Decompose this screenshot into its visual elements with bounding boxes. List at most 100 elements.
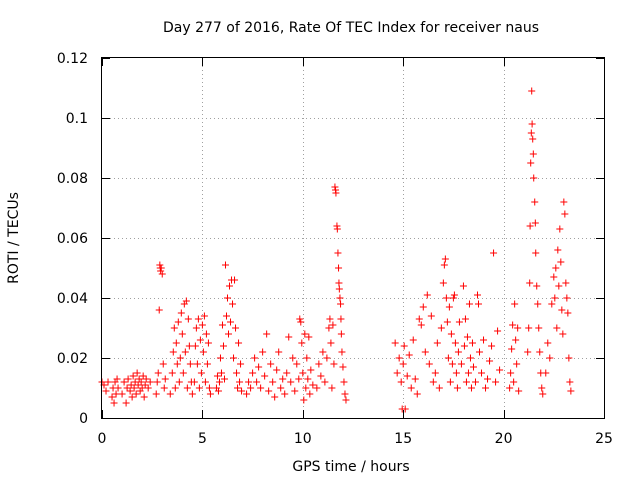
data-point — [476, 348, 484, 356]
data-point — [395, 354, 403, 362]
data-point — [475, 300, 482, 308]
data-point — [161, 375, 169, 383]
data-point — [482, 384, 490, 392]
data-point — [191, 342, 199, 350]
data-point — [440, 261, 448, 269]
data-point — [251, 354, 259, 362]
data-point — [335, 264, 343, 272]
data-point — [400, 342, 408, 350]
data-point — [197, 369, 205, 377]
data-point — [122, 399, 130, 407]
data-point — [157, 267, 165, 275]
data-point — [529, 135, 537, 143]
data-point — [181, 348, 189, 356]
data-point — [279, 375, 287, 383]
data-point — [233, 369, 241, 377]
data-point — [467, 384, 475, 392]
data-point — [171, 384, 179, 392]
data-point — [323, 354, 331, 362]
data-point — [217, 369, 225, 377]
data-point — [295, 375, 303, 383]
data-point — [326, 315, 334, 323]
data-point — [566, 378, 574, 386]
data-point — [506, 384, 514, 392]
data-point — [175, 378, 183, 386]
data-point — [198, 321, 206, 329]
data-point — [200, 312, 208, 320]
x-tick-label: 15 — [394, 431, 412, 447]
data-point — [130, 384, 138, 392]
data-point — [461, 315, 469, 323]
data-point — [342, 396, 350, 404]
data-point — [548, 300, 556, 308]
data-point — [313, 384, 321, 392]
data-point — [206, 390, 214, 398]
data-point — [215, 378, 223, 386]
data-point — [425, 360, 433, 368]
data-point — [213, 372, 221, 380]
data-point — [512, 336, 520, 344]
data-point — [526, 222, 534, 230]
data-point — [559, 330, 567, 338]
data-point — [273, 366, 281, 374]
data-point — [341, 390, 349, 398]
data-point — [257, 384, 265, 392]
data-point — [340, 378, 348, 386]
data-point — [120, 378, 128, 386]
data-point — [184, 315, 192, 323]
data-point — [473, 291, 481, 299]
data-point — [332, 189, 340, 197]
data-point — [159, 360, 167, 368]
data-point — [112, 390, 120, 398]
data-point — [129, 372, 137, 380]
data-point — [457, 360, 465, 368]
data-point — [529, 150, 537, 158]
x-axis-title: GPS time / hours — [292, 459, 409, 475]
data-point — [508, 345, 516, 353]
data-point — [449, 294, 457, 302]
data-point — [409, 336, 417, 344]
data-point — [530, 174, 538, 182]
data-point — [307, 366, 315, 374]
data-point — [527, 129, 535, 137]
data-point — [237, 360, 245, 368]
data-point — [560, 198, 568, 206]
data-point — [174, 318, 182, 326]
data-point — [267, 360, 275, 368]
data-point — [433, 339, 441, 347]
data-point — [329, 321, 337, 329]
data-point — [128, 393, 136, 401]
data-point — [249, 369, 257, 377]
data-point — [126, 387, 134, 395]
data-point — [393, 369, 401, 377]
data-point — [413, 390, 421, 398]
data-point — [478, 369, 486, 377]
data-point — [338, 348, 346, 356]
data-point — [435, 384, 443, 392]
data-point — [448, 360, 456, 368]
data-point — [339, 363, 347, 371]
data-point — [110, 399, 118, 407]
data-point — [455, 318, 463, 326]
data-point — [439, 279, 447, 287]
data-point — [297, 318, 305, 326]
data-point — [399, 360, 407, 368]
data-point — [263, 330, 271, 338]
data-point — [463, 333, 471, 341]
data-point — [154, 369, 162, 377]
data-point — [337, 315, 345, 323]
data-point — [221, 261, 229, 269]
data-point — [514, 324, 522, 332]
y-tick-label: 0.1 — [66, 111, 88, 127]
data-point — [166, 390, 174, 398]
data-point — [444, 354, 452, 362]
data-point — [179, 369, 187, 377]
data-point — [178, 330, 186, 338]
data-point — [202, 330, 210, 338]
data-point — [331, 183, 339, 191]
data-point — [219, 342, 227, 350]
data-point — [419, 303, 427, 311]
data-point — [186, 360, 194, 368]
data-point — [118, 390, 126, 398]
data-point — [243, 390, 251, 398]
